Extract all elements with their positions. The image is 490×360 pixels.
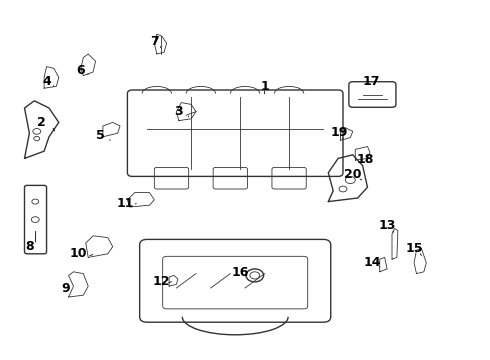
Text: 12: 12 <box>153 275 171 288</box>
Text: 6: 6 <box>76 64 85 77</box>
Text: 20: 20 <box>344 168 362 181</box>
Text: 9: 9 <box>62 282 71 294</box>
Text: 13: 13 <box>378 219 396 231</box>
Text: 10: 10 <box>70 247 87 260</box>
Text: 3: 3 <box>174 105 183 118</box>
Text: 5: 5 <box>96 129 105 141</box>
Text: 4: 4 <box>42 75 51 87</box>
Text: 18: 18 <box>356 153 374 166</box>
Text: 14: 14 <box>364 256 381 269</box>
Text: 15: 15 <box>405 242 423 255</box>
Text: 8: 8 <box>25 240 34 253</box>
Text: 1: 1 <box>260 80 269 93</box>
Text: 2: 2 <box>37 116 46 129</box>
Text: 16: 16 <box>231 266 249 279</box>
Text: 11: 11 <box>116 197 134 210</box>
Text: 19: 19 <box>330 126 348 139</box>
Text: 17: 17 <box>363 75 380 87</box>
Text: 7: 7 <box>150 35 159 48</box>
